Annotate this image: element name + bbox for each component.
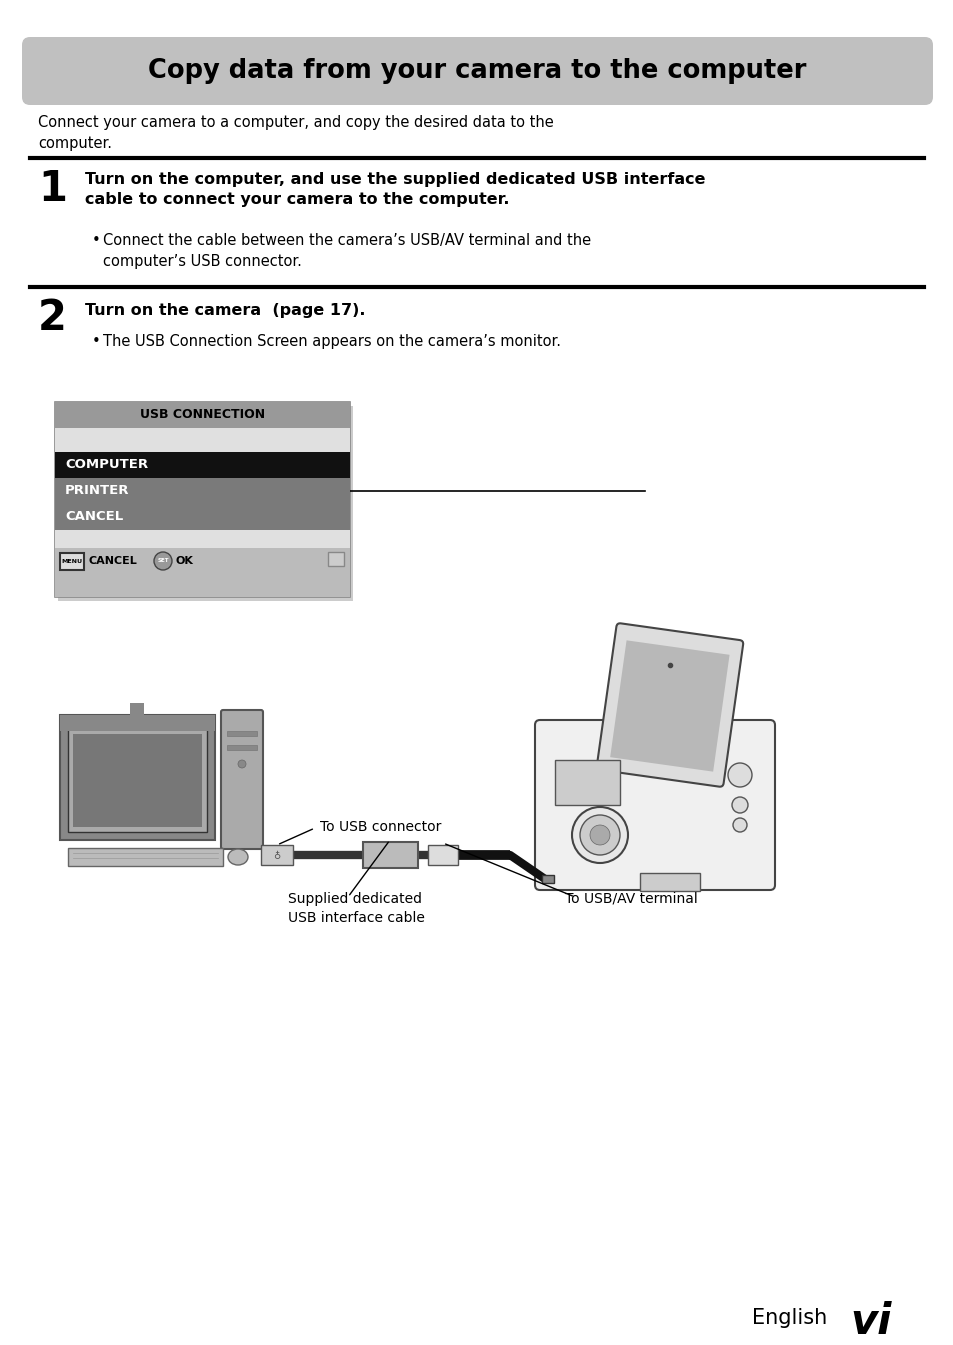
Circle shape xyxy=(572,807,627,863)
Bar xyxy=(55,452,350,477)
Text: 1: 1 xyxy=(38,168,67,210)
FancyBboxPatch shape xyxy=(535,720,774,890)
Circle shape xyxy=(731,798,747,812)
Text: •: • xyxy=(91,334,101,348)
Text: To USB/AV terminal: To USB/AV terminal xyxy=(564,892,697,907)
Text: CANCEL: CANCEL xyxy=(89,555,137,566)
Bar xyxy=(60,716,214,730)
Text: MENU: MENU xyxy=(61,560,83,564)
Bar xyxy=(541,876,554,884)
Text: SET: SET xyxy=(157,558,169,564)
FancyBboxPatch shape xyxy=(597,623,742,787)
Text: ♁: ♁ xyxy=(274,851,280,861)
Text: Supplied dedicated
USB interface cable: Supplied dedicated USB interface cable xyxy=(288,892,424,925)
Text: Connect your camera to a computer, and copy the desired data to the
computer.: Connect your camera to a computer, and c… xyxy=(38,116,553,151)
FancyBboxPatch shape xyxy=(60,716,214,841)
Bar xyxy=(428,845,457,865)
Bar xyxy=(68,847,223,866)
Circle shape xyxy=(727,763,751,787)
Text: English: English xyxy=(751,1307,826,1328)
Ellipse shape xyxy=(228,849,248,865)
Bar xyxy=(55,547,350,597)
Text: •: • xyxy=(91,233,101,247)
Text: Connect the cable between the camera’s USB/AV terminal and the
computer’s USB co: Connect the cable between the camera’s U… xyxy=(103,233,591,269)
Bar xyxy=(328,551,344,566)
Circle shape xyxy=(153,551,172,570)
Text: COMPUTER: COMPUTER xyxy=(65,459,148,472)
Text: The USB Connection Screen appears on the camera’s monitor.: The USB Connection Screen appears on the… xyxy=(103,334,560,348)
Bar xyxy=(55,504,350,530)
Bar xyxy=(109,728,165,734)
Circle shape xyxy=(237,760,246,768)
FancyBboxPatch shape xyxy=(221,710,263,849)
Circle shape xyxy=(589,824,609,845)
Circle shape xyxy=(732,818,746,833)
Text: 2: 2 xyxy=(38,297,67,339)
Bar xyxy=(68,729,207,833)
Text: PRINTER: PRINTER xyxy=(65,484,130,498)
Text: Turn on the camera  (page 17).: Turn on the camera (page 17). xyxy=(85,303,365,317)
Bar xyxy=(55,428,350,452)
Circle shape xyxy=(579,815,619,855)
FancyBboxPatch shape xyxy=(22,38,932,105)
Bar xyxy=(639,873,700,890)
Bar xyxy=(363,842,417,868)
Bar xyxy=(130,703,144,716)
Bar xyxy=(261,845,293,865)
Bar xyxy=(73,734,202,827)
Text: CANCEL: CANCEL xyxy=(65,511,123,523)
Text: Turn on the computer, and use the supplied dedicated USB interface
cable to conn: Turn on the computer, and use the suppli… xyxy=(85,172,705,207)
Bar xyxy=(555,760,619,806)
Bar xyxy=(227,745,256,751)
Bar xyxy=(55,530,350,547)
Text: OK: OK xyxy=(175,555,193,566)
Bar xyxy=(55,477,350,504)
Text: USB CONNECTION: USB CONNECTION xyxy=(140,409,265,421)
Text: To USB connector: To USB connector xyxy=(319,820,441,834)
Bar xyxy=(60,553,84,570)
Bar xyxy=(227,730,256,736)
Bar xyxy=(58,406,353,601)
Text: vi: vi xyxy=(849,1301,890,1344)
Bar xyxy=(55,402,350,428)
Text: Copy data from your camera to the computer: Copy data from your camera to the comput… xyxy=(148,58,806,83)
Bar xyxy=(55,402,350,597)
Bar xyxy=(610,640,729,772)
